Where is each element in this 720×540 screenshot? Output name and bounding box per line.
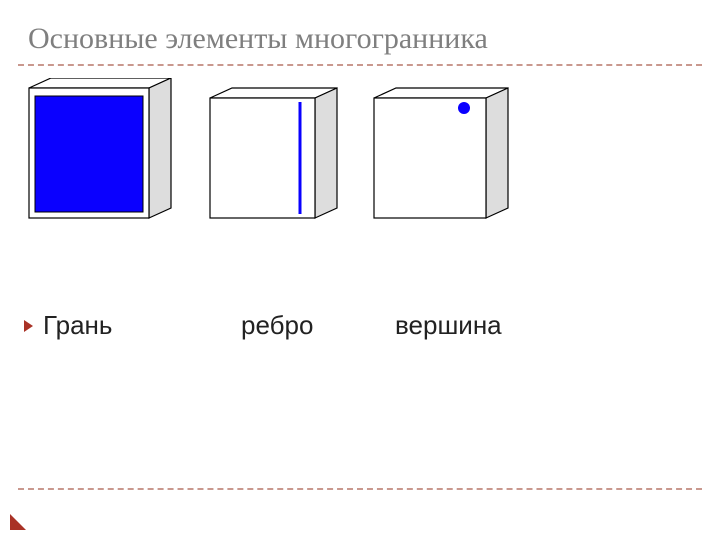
corner-triangle-icon: [10, 514, 26, 530]
label-vertex: вершина: [395, 310, 502, 341]
divider-bottom: [18, 488, 702, 490]
divider-top: [18, 64, 702, 66]
bullet-icon: [24, 320, 33, 332]
page-title: Основные элементы многогранника: [28, 22, 488, 56]
label-edge: ребро: [241, 310, 313, 341]
labels-row: Грань ребро вершина: [24, 310, 112, 341]
diagram-row: [24, 78, 544, 243]
label-face: Грань: [43, 310, 112, 341]
cubes-diagram: [24, 78, 544, 238]
